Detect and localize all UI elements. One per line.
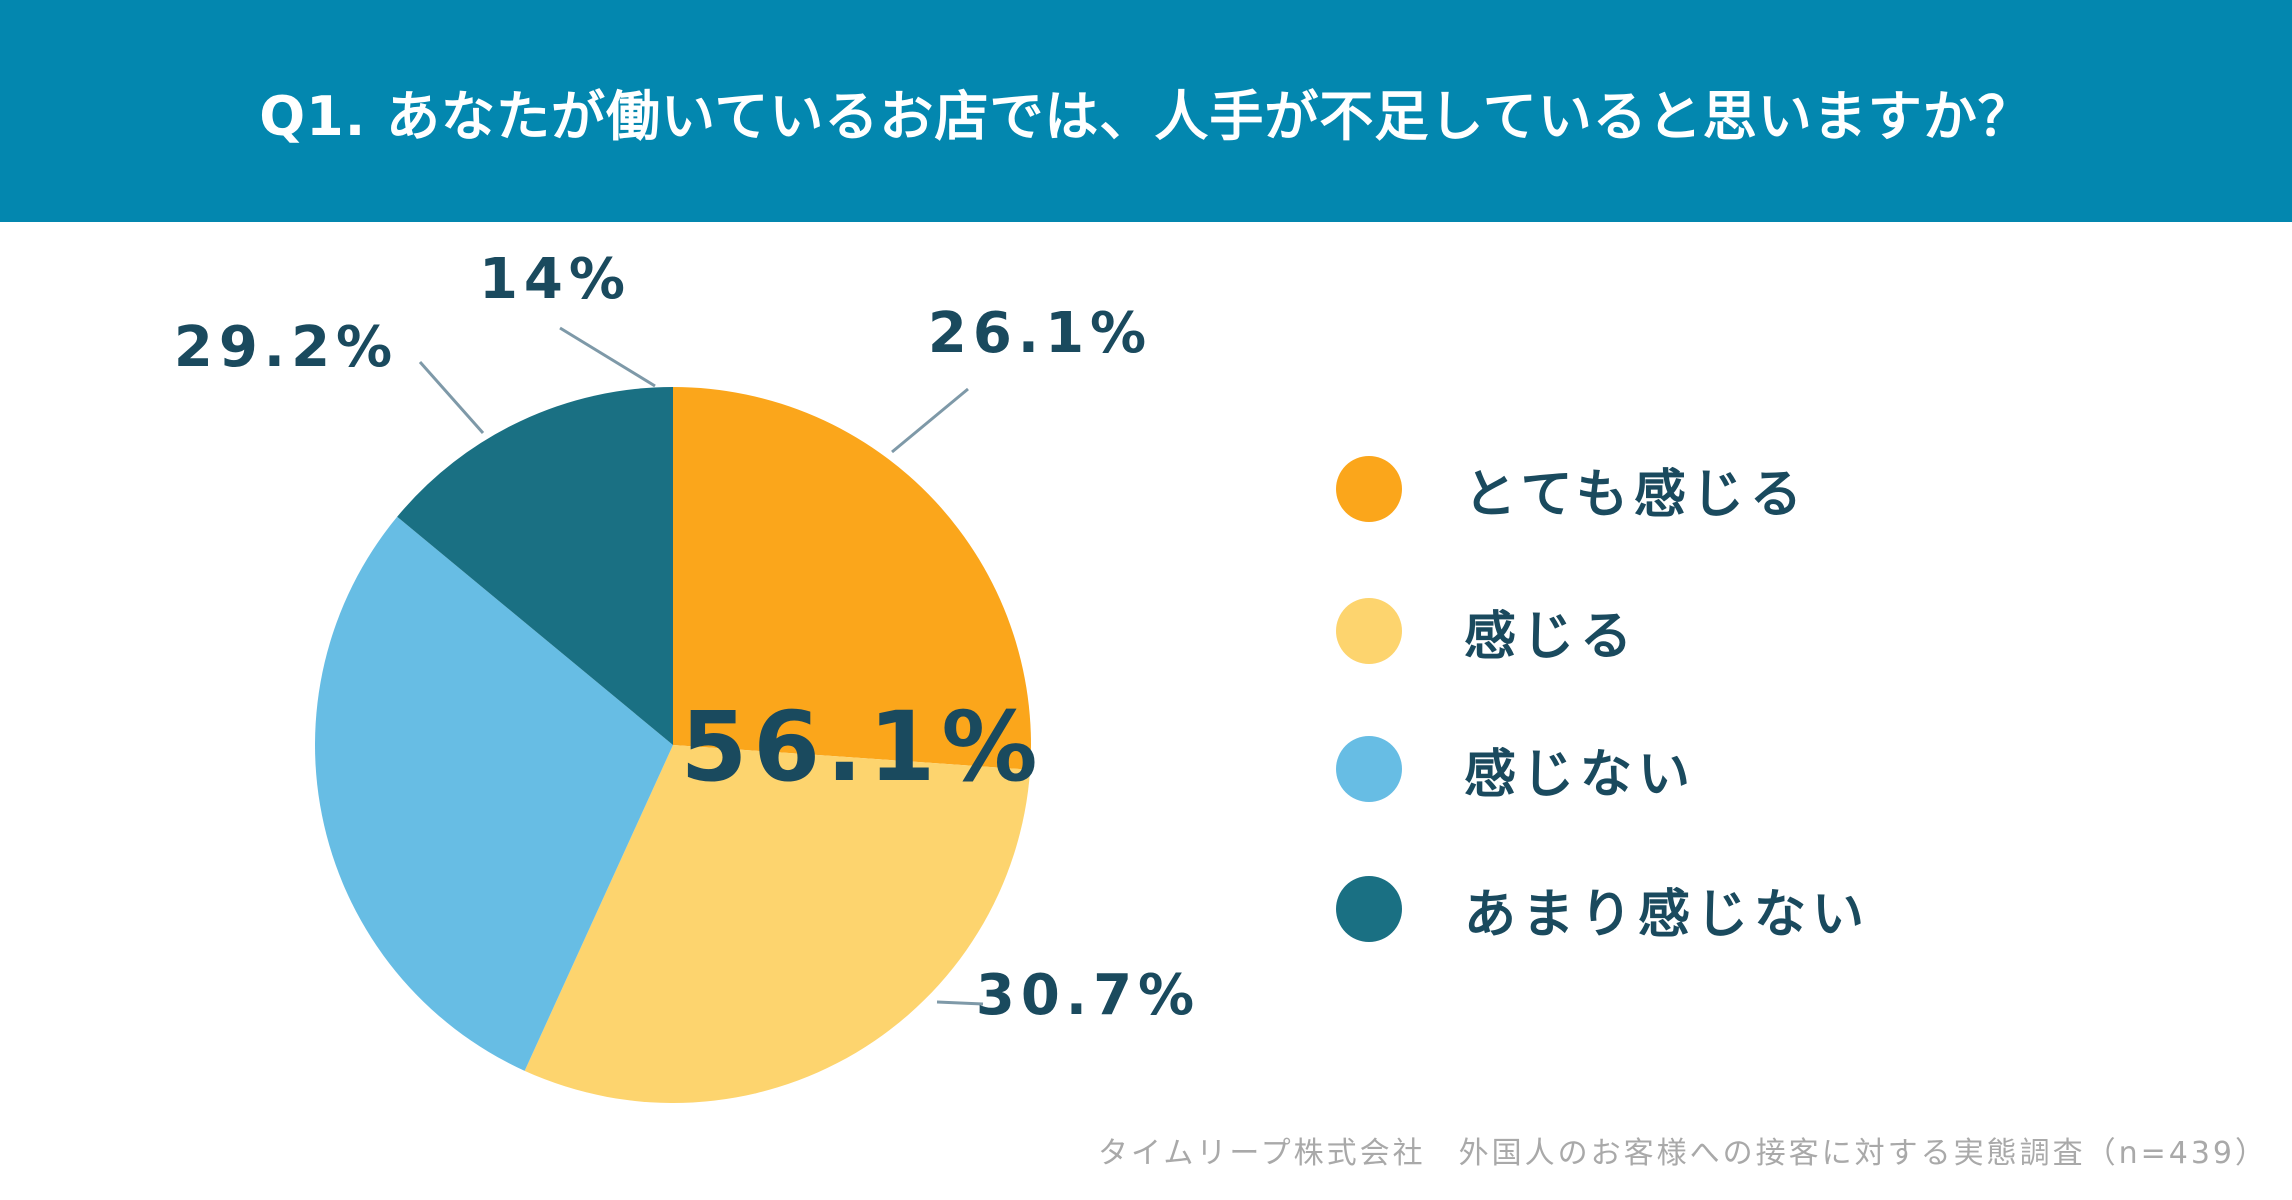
pie-slice-2: [315, 516, 673, 1071]
leader-line-0: [891, 387, 969, 454]
pie-slice-0: [673, 387, 1031, 770]
legend-item-1: 感じる: [1336, 596, 1639, 667]
legend-label: とても感じる: [1464, 464, 1808, 525]
title-banner: Q1. あなたが働いているお店では、人手が不足していると思いますか？: [0, 0, 2292, 222]
data-label-1: 30.7%: [976, 963, 1200, 1028]
legend-swatch: [1336, 736, 1402, 802]
pie-slice-1: [524, 745, 1031, 1103]
data-label-3: 14%: [479, 247, 631, 312]
leader-line-1: [936, 1000, 984, 1006]
legend-label: あまり感じない: [1464, 884, 1871, 945]
legend-label: 感じる: [1464, 606, 1639, 667]
center-label: 56.1%: [680, 691, 1043, 803]
legend-item-2: 感じない: [1336, 734, 1697, 805]
legend-item-3: あまり感じない: [1336, 874, 1871, 945]
legend-swatch: [1336, 598, 1402, 664]
leader-line-3: [559, 326, 656, 388]
pie-slice-3: [397, 387, 673, 745]
legend-item-0: とても感じる: [1336, 454, 1808, 525]
data-label-0: 26.1%: [928, 301, 1152, 366]
legend-swatch: [1336, 876, 1402, 942]
legend-swatch: [1336, 456, 1402, 522]
source-note: タイムリープ株式会社 外国人のお客様への接客に対する実態調査（n=439）: [1097, 1136, 2268, 1171]
data-label-2: 29.2%: [174, 315, 398, 380]
leader-line-2: [418, 361, 485, 434]
legend-label: 感じない: [1464, 744, 1697, 805]
chart-title: Q1. あなたが働いているお店では、人手が不足していると思いますか？: [259, 84, 2033, 148]
